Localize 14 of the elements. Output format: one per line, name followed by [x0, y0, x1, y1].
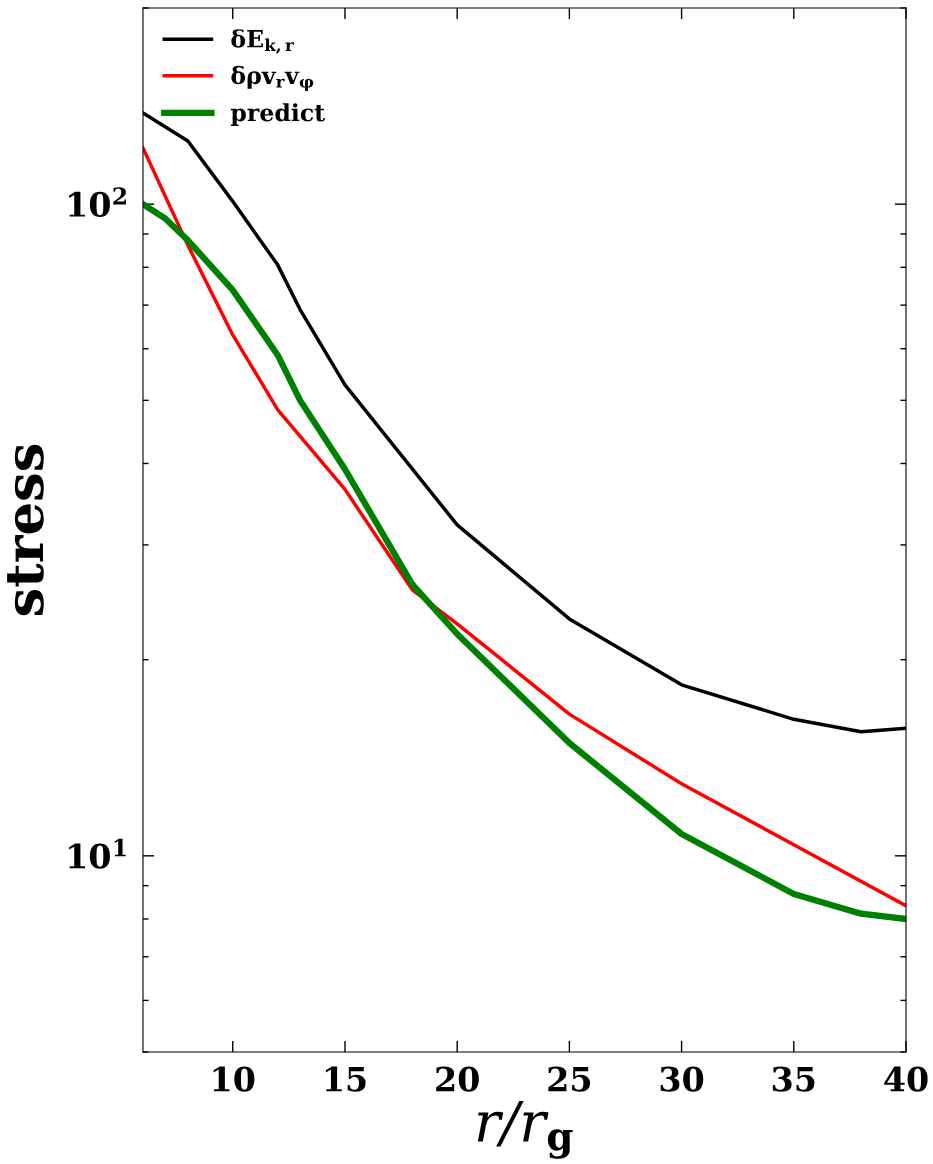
x-tick-label: 35: [772, 1066, 815, 1092]
legend-label: δE$_{k,r}$: [231, 29, 294, 54]
legend-label: δρv$_{r}$v$_{φ}$: [231, 65, 314, 92]
x-tick-label: 10: [213, 1066, 255, 1092]
y-tick-label: 10$^{1}$: [69, 838, 126, 869]
y-axis-title: stress: [7, 444, 44, 616]
x-tick-label: 30: [660, 1066, 704, 1092]
x-axis-title: r/r$_{g}$: [477, 1100, 573, 1159]
x-tick-label: 25: [548, 1066, 591, 1092]
x-tick-label: 20: [436, 1066, 479, 1092]
x-tick-label: 15: [325, 1066, 366, 1092]
y-tick-label: 10$^{2}$: [69, 187, 126, 218]
legend-label: predict: [230, 103, 325, 126]
x-tick-label: 40: [884, 1066, 928, 1092]
